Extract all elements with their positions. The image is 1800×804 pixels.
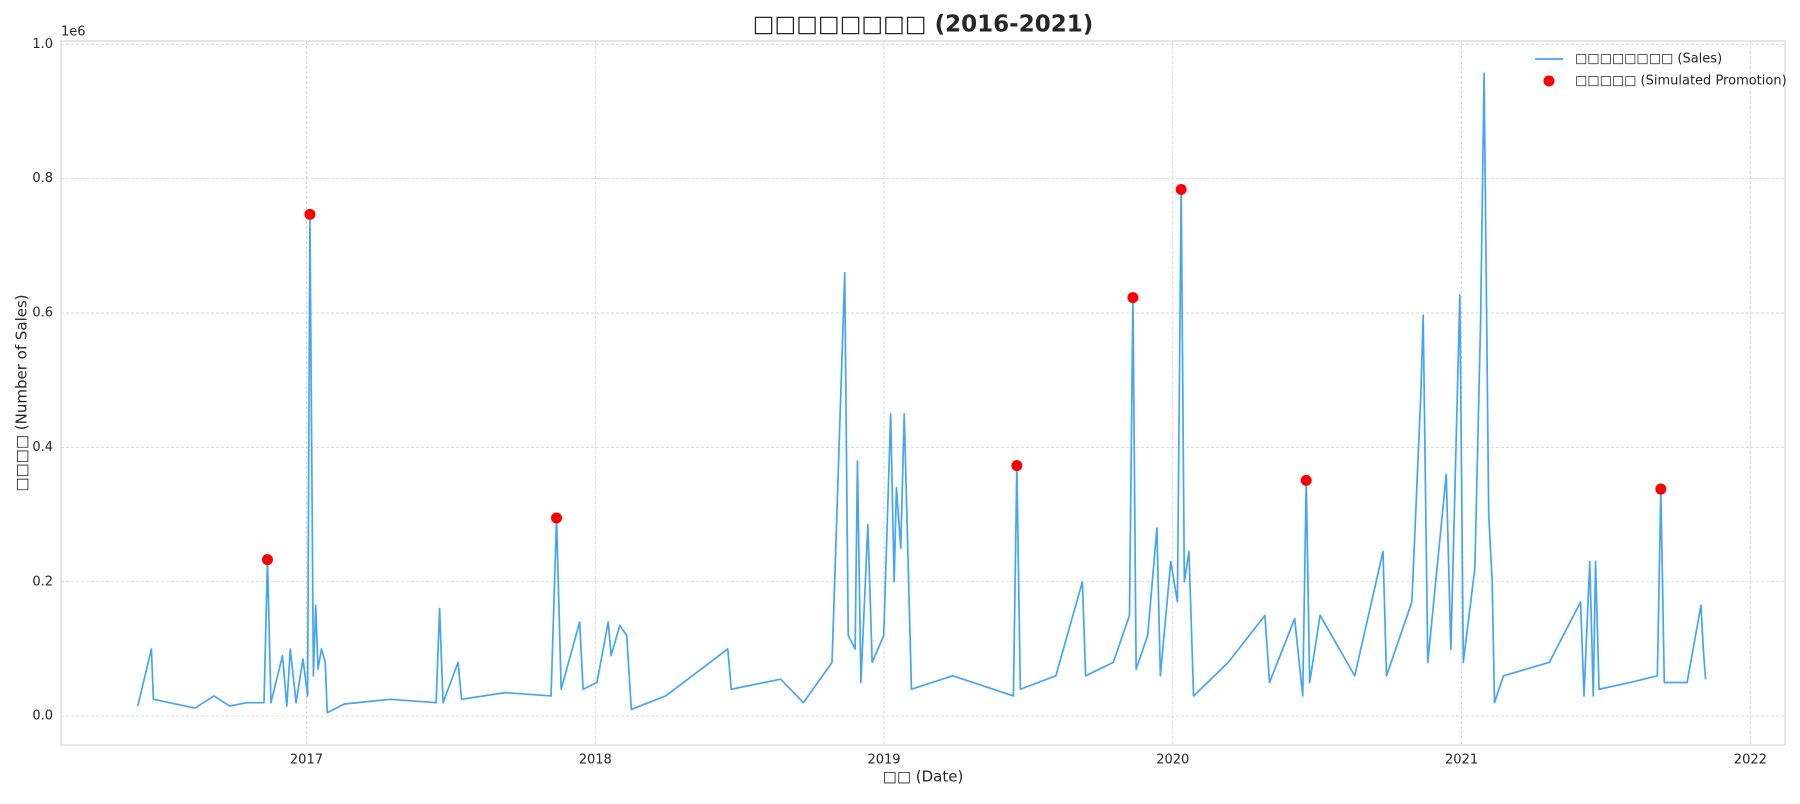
promotion-point [261, 554, 273, 566]
x-axis-label: □□ (Date) [883, 768, 964, 786]
x-tick-label: 2020 [1156, 753, 1189, 768]
legend-label: □□□□□ (Simulated Promotion) [1575, 74, 1787, 89]
x-tick-label: 2019 [867, 753, 900, 768]
x-tick-label: 2017 [290, 753, 323, 768]
x-tick-label: 2018 [579, 753, 612, 768]
y-axis-label: □□□□ (Number of Sales) [13, 294, 31, 491]
chart-title: □□□□□□□□ (2016-2021) [753, 12, 1093, 38]
promotion-point [1175, 183, 1187, 195]
promotion-point [1655, 483, 1667, 495]
y-tick-label: 0.8 [32, 171, 53, 186]
y-tick-label: 0.4 [32, 440, 53, 455]
legend-label: □□□□□□□□ (Sales) [1575, 52, 1722, 67]
y-tick-label: 0.0 [32, 709, 53, 724]
sales-line [136, 72, 1707, 714]
promotion-point [1127, 292, 1139, 304]
promotion-point [1011, 460, 1023, 472]
promotion-point [1300, 474, 1312, 486]
y-tick-label: 0.6 [32, 306, 53, 321]
promotion-point [304, 208, 316, 220]
y-tick-label: 0.2 [32, 574, 53, 589]
y-offset-label: 1e6 [61, 25, 86, 40]
x-tick-label: 2021 [1445, 753, 1478, 768]
y-tick-label: 1.0 [32, 37, 53, 52]
x-tick-label: 2022 [1734, 753, 1767, 768]
promotion-point [551, 512, 563, 524]
plot-frame [60, 40, 1786, 746]
legend-marker [1543, 75, 1555, 87]
